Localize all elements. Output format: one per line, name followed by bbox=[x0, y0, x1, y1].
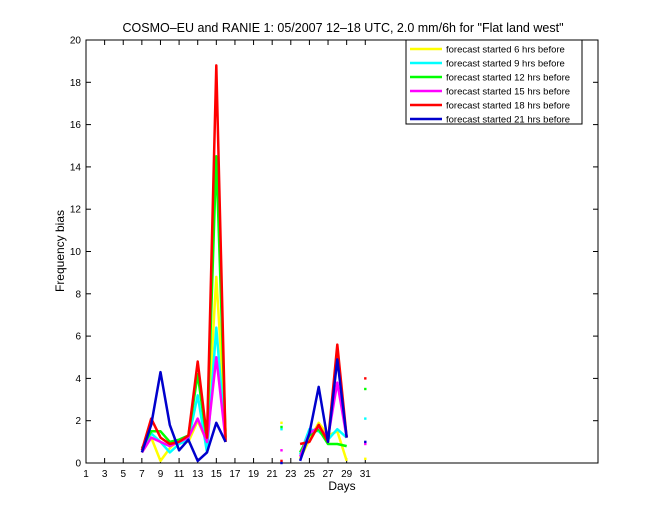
legend-label: forecast started 12 hrs before bbox=[446, 73, 570, 84]
series-point bbox=[280, 449, 283, 452]
series-point bbox=[280, 428, 283, 431]
y-tick-label: 0 bbox=[75, 459, 81, 470]
legend: forecast started 6 hrs before forecast st… bbox=[405, 39, 583, 126]
legend-box bbox=[405, 39, 583, 125]
series-point bbox=[280, 459, 283, 463]
legend-label: forecast started 15 hrs before bbox=[446, 87, 570, 98]
x-tick-label: 21 bbox=[267, 469, 279, 480]
series-point bbox=[364, 457, 367, 460]
x-tick-label: 7 bbox=[139, 469, 145, 480]
series-line bbox=[298, 358, 348, 462]
x-tick-label: 11 bbox=[174, 469, 185, 480]
legend-label: forecast started 9 hrs before bbox=[446, 59, 565, 70]
y-tick-label: 6 bbox=[75, 332, 81, 343]
series-point bbox=[280, 425, 283, 429]
series-point bbox=[280, 461, 283, 465]
x-axis-ticks: 1 3 5 7 9 11 13 15 17 19 21 23 25 27 29 31 bbox=[83, 40, 371, 480]
y-axis-ticks: 0 2 4 6 8 10 12 14 16 18 20 bbox=[70, 36, 598, 470]
series-line bbox=[140, 64, 227, 451]
y-tick-label: 4 bbox=[75, 374, 81, 385]
series-point bbox=[364, 440, 367, 444]
x-tick-label: 1 bbox=[83, 469, 89, 480]
y-tick-label: 18 bbox=[70, 78, 82, 89]
x-tick-label: 25 bbox=[304, 469, 316, 480]
series-point bbox=[364, 377, 367, 380]
series-point bbox=[280, 421, 283, 424]
x-tick-label: 3 bbox=[102, 469, 108, 480]
y-tick-label: 12 bbox=[70, 205, 82, 216]
x-tick-label: 29 bbox=[341, 469, 353, 480]
y-tick-label: 16 bbox=[70, 120, 82, 131]
y-axis-label: Frequency bias bbox=[53, 210, 67, 292]
x-tick-label: 23 bbox=[285, 469, 297, 480]
x-tick-label: 13 bbox=[192, 469, 204, 480]
legend-label: forecast started 6 hrs before bbox=[446, 45, 565, 56]
series-line bbox=[140, 370, 227, 463]
x-tick-label: 5 bbox=[120, 469, 126, 480]
x-tick-label: 19 bbox=[248, 469, 260, 480]
x-tick-label: 27 bbox=[322, 469, 334, 480]
legend-label: forecast started 21 hrs before bbox=[446, 115, 570, 126]
series-point bbox=[364, 442, 367, 446]
y-tick-label: 14 bbox=[70, 162, 82, 173]
chart-title: COSMO–EU and RANIE 1: 05/2007 12–18 UTC,… bbox=[122, 21, 563, 35]
x-tick-label: 9 bbox=[158, 469, 164, 480]
series-line bbox=[299, 343, 348, 446]
x-tick-label: 31 bbox=[360, 469, 372, 480]
y-tick-label: 2 bbox=[75, 416, 81, 427]
y-tick-label: 10 bbox=[70, 247, 82, 258]
series-5 bbox=[140, 64, 367, 463]
series-6 bbox=[140, 358, 367, 465]
legend-label: forecast started 18 hrs before bbox=[446, 101, 570, 112]
series-layer bbox=[140, 64, 367, 465]
y-tick-label: 8 bbox=[75, 289, 81, 300]
x-axis-label: Days bbox=[328, 479, 355, 493]
series-point bbox=[364, 417, 367, 420]
y-tick-label: 20 bbox=[70, 36, 82, 47]
series-point bbox=[364, 387, 367, 391]
x-tick-label: 17 bbox=[229, 469, 241, 480]
x-tick-label: 15 bbox=[211, 469, 223, 480]
